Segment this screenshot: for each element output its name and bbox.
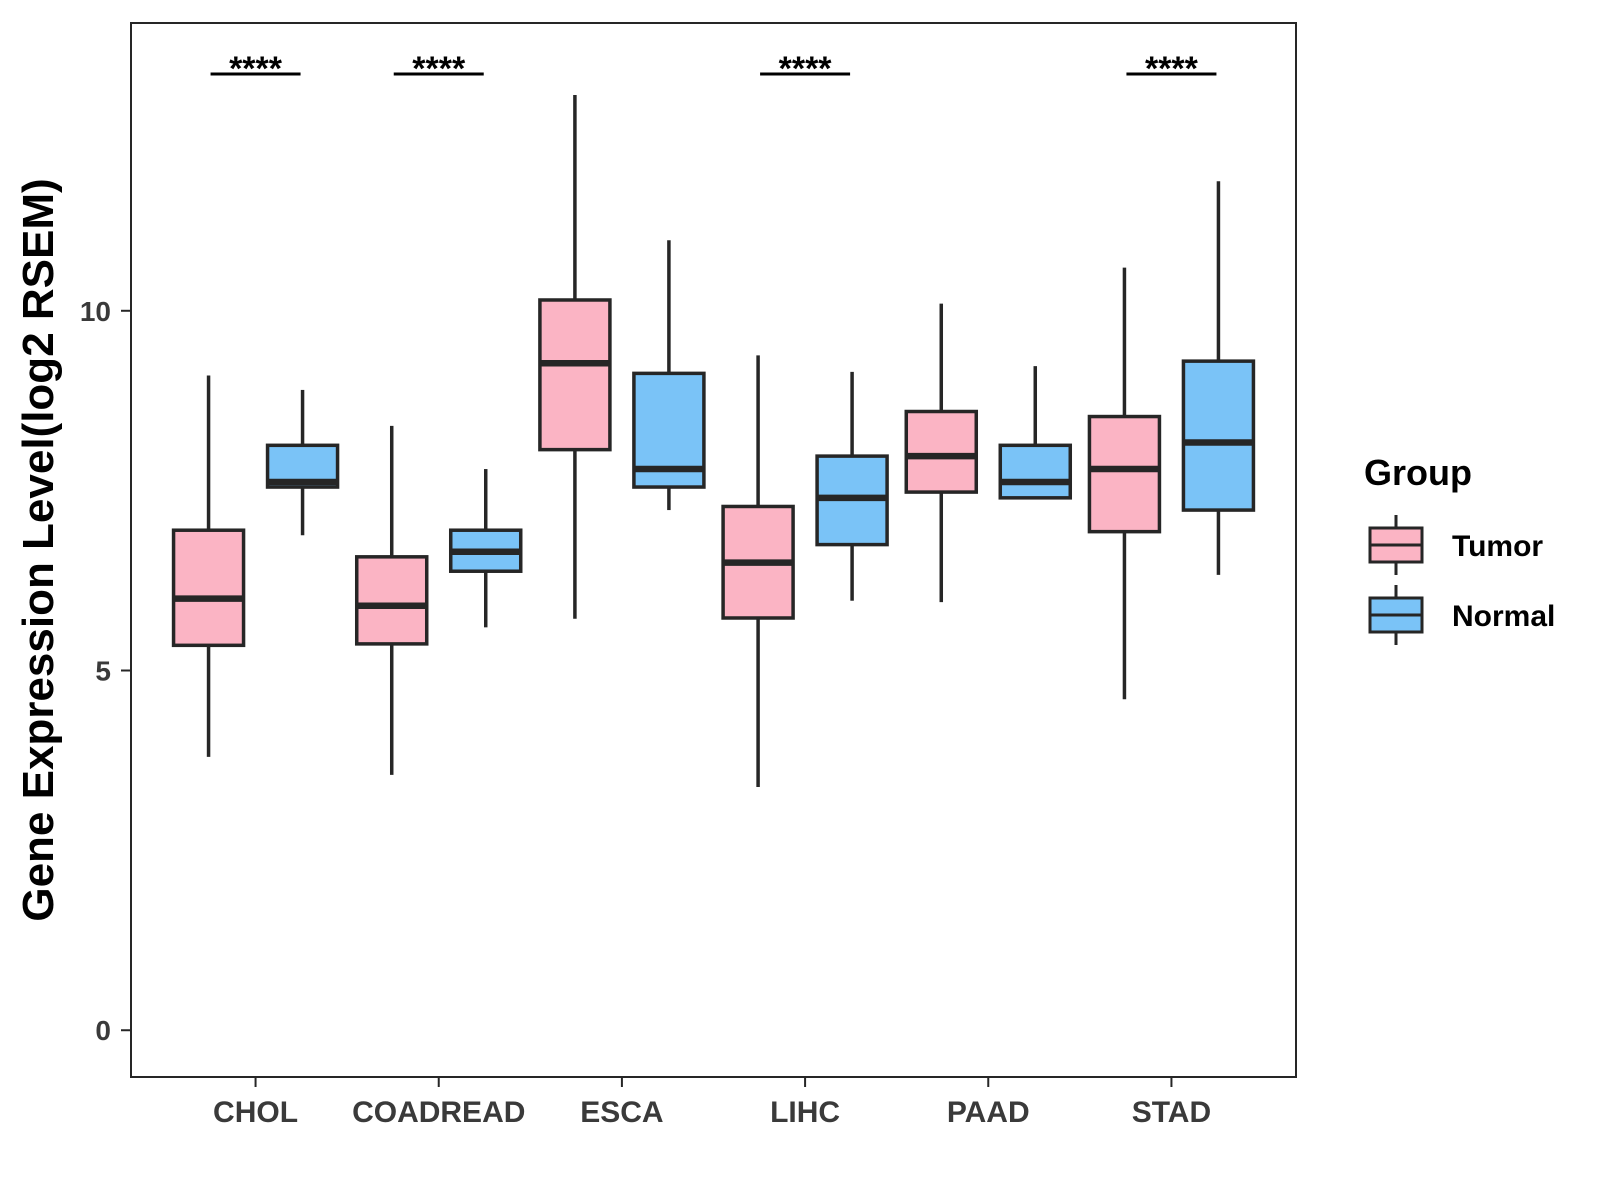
significance-coadread: ****	[393, 50, 484, 88]
significance-annotations: **** **** **** ****	[210, 50, 1217, 88]
x-axis: CHOL COADREAD ESCA LIHC PAAD STAD	[213, 1077, 1211, 1129]
box-body	[1087, 414, 1162, 534]
box-series	[171, 94, 1256, 788]
x-tick-label-stad: STAD	[1132, 1096, 1211, 1129]
significance-label: ****	[229, 50, 283, 88]
y-axis: 0 5 10	[80, 296, 131, 1046]
box-tumor-lihc	[721, 355, 795, 788]
box-body	[1181, 359, 1256, 512]
x-tick-label-coadread: COADREAD	[352, 1096, 525, 1129]
box-body	[538, 298, 612, 452]
x-tick-label-lihc: LIHC	[770, 1096, 840, 1129]
box-normal-stad	[1181, 181, 1256, 575]
box-body	[171, 528, 246, 648]
box-normal-paad	[998, 366, 1073, 500]
box-body	[354, 555, 429, 646]
box-normal-chol	[265, 389, 340, 536]
legend-label-normal: Normal	[1452, 600, 1555, 633]
x-tick-label-esca: ESCA	[580, 1096, 663, 1129]
box-tumor-paad	[904, 303, 979, 603]
box-tumor-stad	[1087, 267, 1162, 700]
legend-item-tumor: Tumor	[1368, 515, 1543, 575]
box-body	[998, 443, 1073, 500]
significance-label: ****	[412, 50, 466, 88]
x-tick-label-paad: PAAD	[947, 1096, 1030, 1129]
x-tick-label-chol: CHOL	[213, 1096, 298, 1129]
legend: Group Tumor Normal	[1364, 452, 1555, 645]
legend-label-tumor: Tumor	[1452, 530, 1543, 563]
box-tumor-chol	[171, 375, 246, 757]
box-tumor-esca	[538, 94, 612, 619]
plot-panel	[130, 22, 1297, 1078]
box-normal-lihc	[815, 371, 889, 601]
significance-lihc: ****	[760, 50, 851, 88]
y-tick-label-10: 10	[80, 296, 111, 327]
legend-item-normal: Normal	[1368, 585, 1555, 645]
significance-label: ****	[1145, 50, 1199, 88]
significance-chol: ****	[210, 50, 301, 88]
significance-label: ****	[779, 50, 833, 88]
y-axis-title: Gene Expression Level(log2 RSEM)	[14, 178, 63, 921]
y-tick-label-0: 0	[95, 1015, 111, 1046]
box-body	[904, 409, 979, 494]
y-tick-label-5: 5	[95, 656, 111, 687]
box-normal-coadread	[448, 469, 523, 628]
significance-stad: ****	[1126, 50, 1217, 88]
box-normal-esca	[632, 240, 706, 511]
box-tumor-coadread	[354, 425, 429, 775]
legend-title: Group	[1364, 452, 1472, 493]
